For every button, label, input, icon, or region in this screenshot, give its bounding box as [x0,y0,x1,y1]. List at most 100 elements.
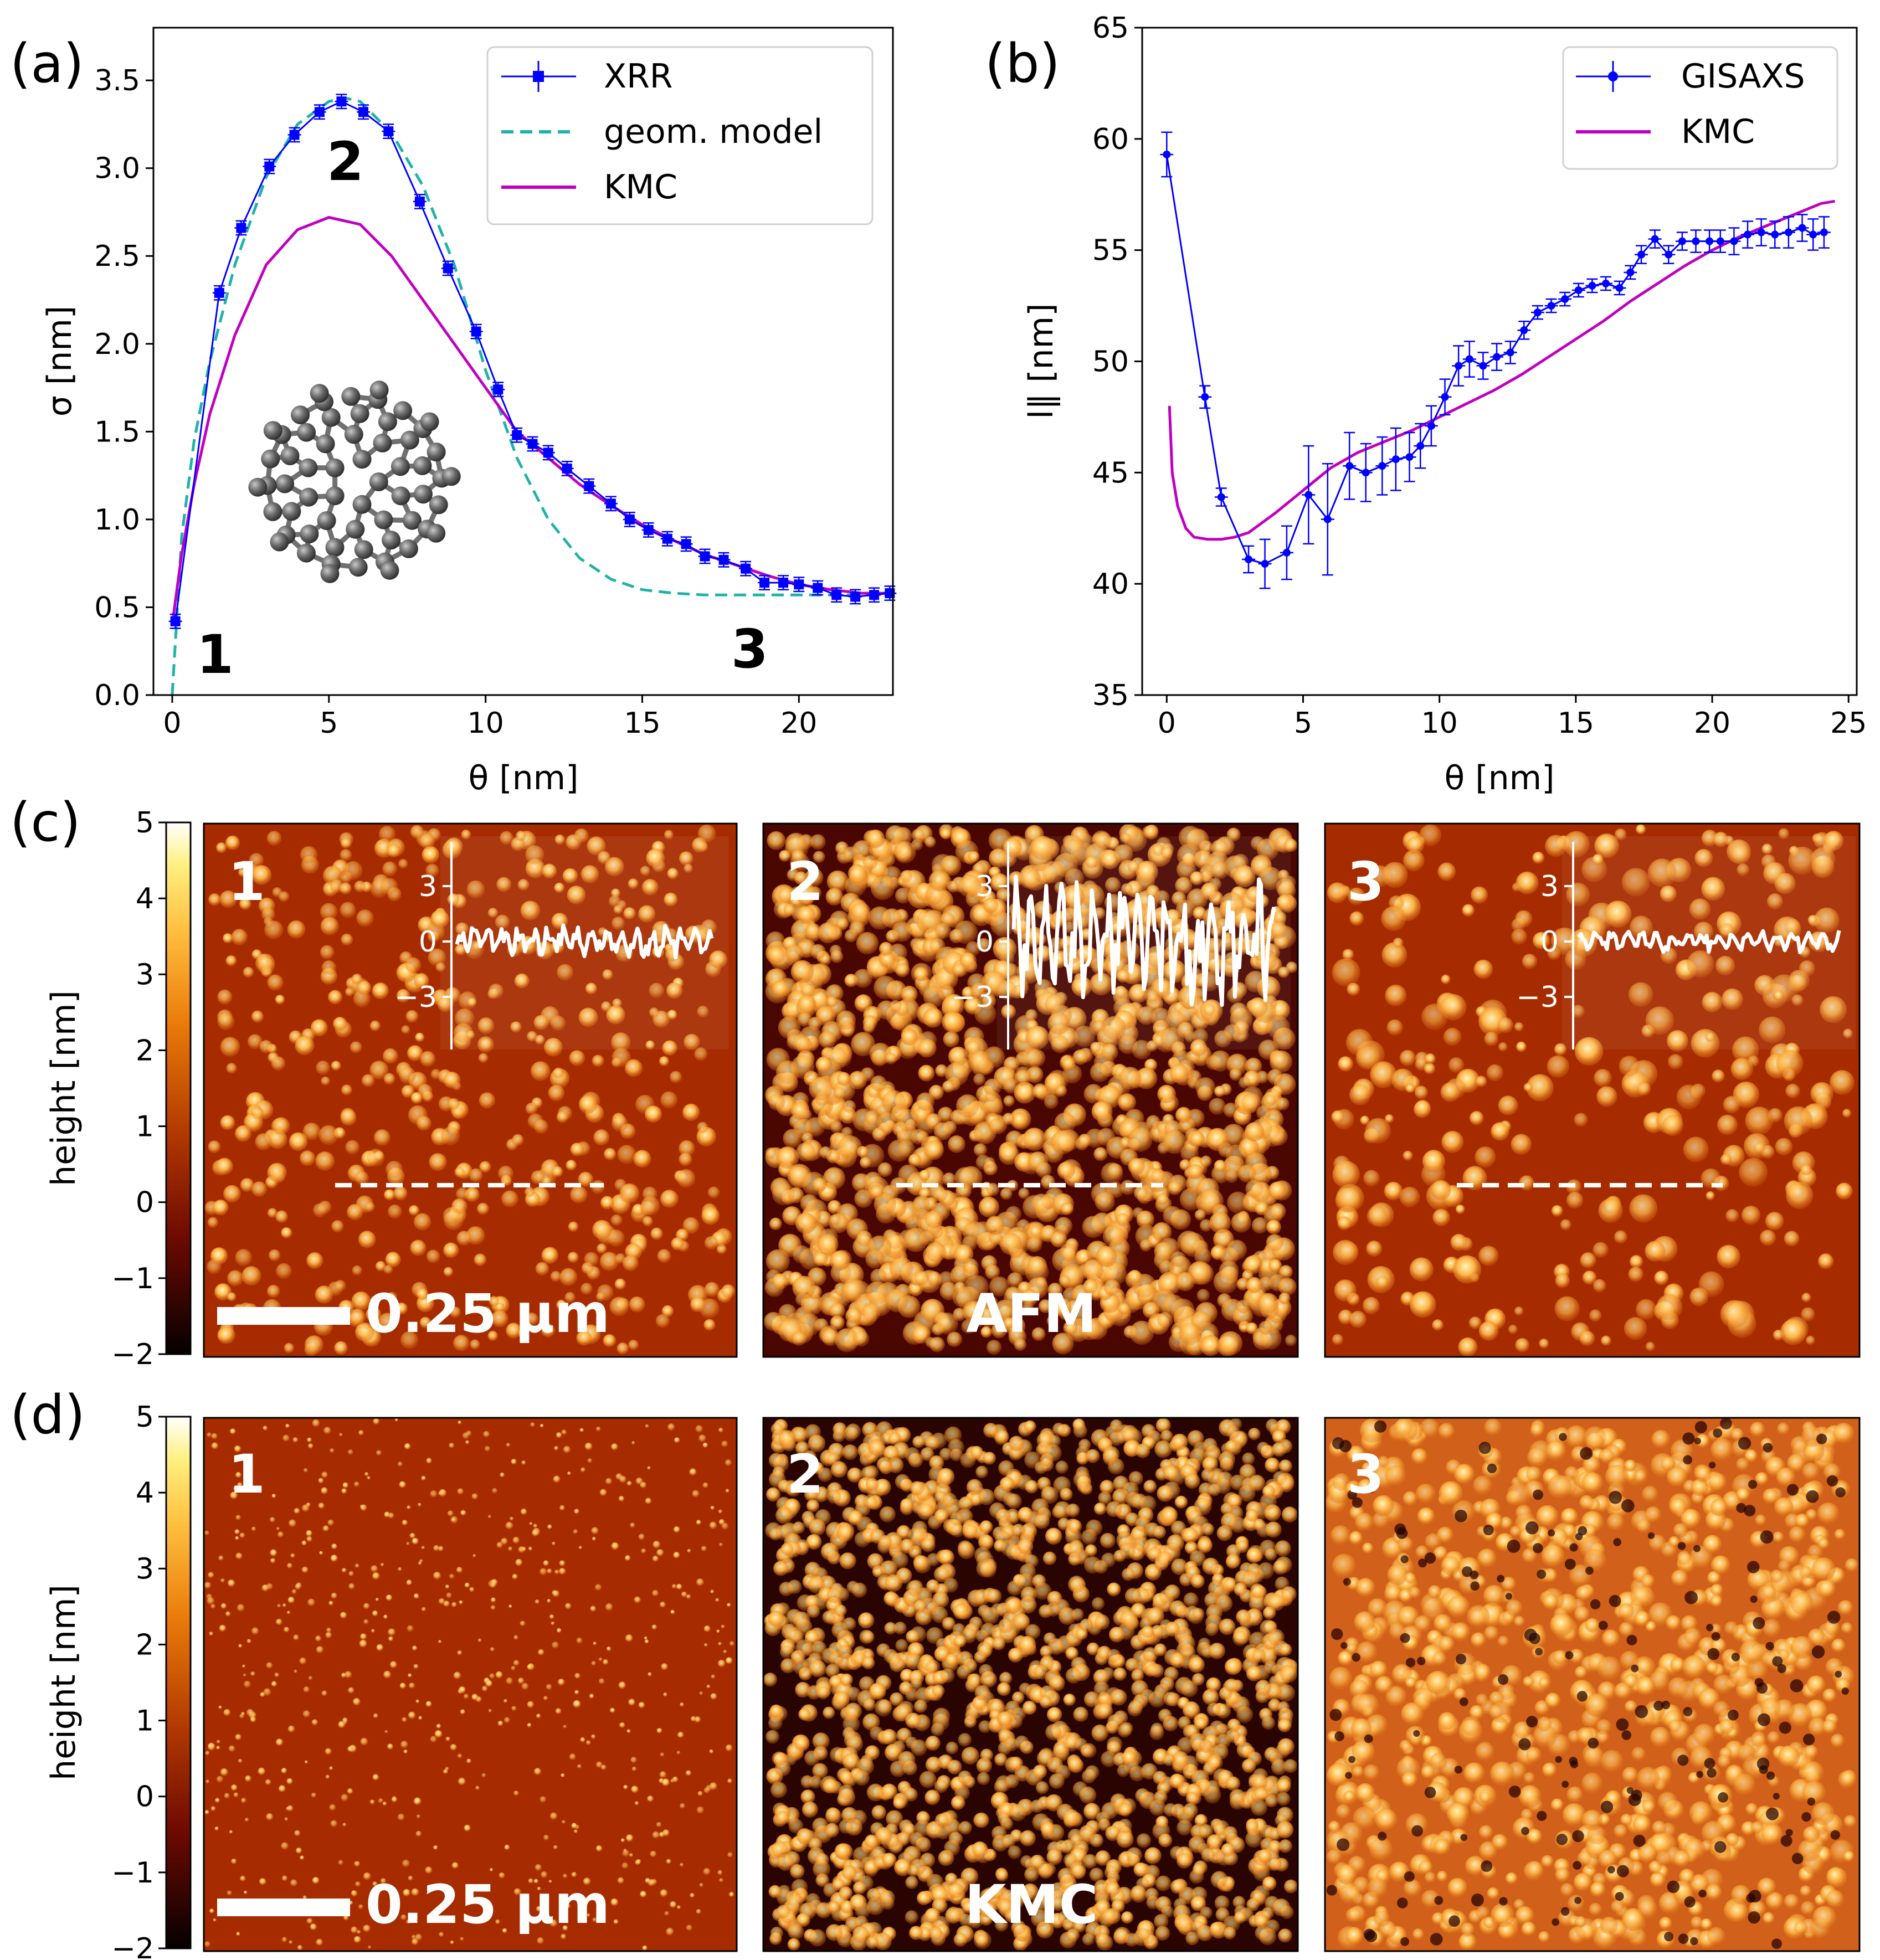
grain [1384,1181,1403,1201]
grain [710,1693,717,1700]
grain [1078,1439,1091,1452]
grain [355,1563,359,1568]
grain [696,1806,704,1814]
grain [242,1266,261,1286]
grain [608,895,621,908]
grain [210,1806,216,1811]
c60-atom [325,538,345,557]
data-point [623,511,636,527]
grain [989,1276,1010,1297]
grain [267,1208,278,1218]
grain [1198,1779,1211,1792]
grain [391,1797,398,1803]
legend-kmc: KMC [604,168,677,207]
grain [1497,1017,1513,1033]
grain [810,944,826,960]
data-point [1558,291,1572,307]
colorbar-tick-label: 5 [136,1401,154,1434]
grain [376,1644,383,1652]
grain [1514,1022,1524,1032]
marker [1427,421,1435,430]
grain [537,1937,544,1944]
grain [446,1592,452,1598]
grain [630,1522,635,1528]
grain [838,1135,862,1160]
grain [1219,1261,1239,1281]
grain [463,1694,469,1699]
grain [272,1117,290,1135]
grain [1443,1027,1462,1046]
grain [459,1686,466,1694]
grain [660,1752,665,1757]
grain [445,837,463,856]
marker [741,563,751,574]
grain [506,1677,513,1685]
grain [348,1309,366,1326]
data-point [1648,229,1662,249]
grain [877,1162,892,1177]
panel-a-xlabel: θ [nm] [468,759,578,798]
grain [491,1310,508,1328]
grain [487,1515,491,1519]
grain [388,1628,395,1636]
grain [535,1599,540,1604]
marker [1626,268,1635,276]
grain [1349,1084,1371,1105]
grain [1366,1241,1383,1257]
grain [999,1232,1023,1255]
grain [205,1751,210,1756]
grain [948,1135,965,1153]
grain [581,1283,593,1295]
grain [685,1770,691,1776]
grain [1136,1833,1152,1848]
grain [443,1072,461,1089]
grain [561,1773,565,1778]
grain [501,1190,518,1207]
grain [594,1584,602,1591]
data-point [541,445,555,461]
grain [682,1217,700,1234]
grain [420,1051,436,1067]
grain [1224,1577,1238,1591]
grains [764,824,1298,1357]
data-point [1452,345,1466,387]
grain [697,824,716,843]
grain [943,1031,959,1047]
grain [251,1181,267,1197]
grain [490,1647,495,1652]
grain [664,892,678,907]
grain [1560,1219,1571,1231]
grain [684,863,693,873]
grain [527,1723,532,1727]
grain [341,1673,346,1678]
grain [590,1606,596,1612]
grain [511,1706,517,1711]
grain [604,1148,617,1160]
grain [987,1340,1001,1355]
data-point [1490,343,1504,371]
grain [495,914,510,930]
grain [633,1150,651,1168]
grain [251,1526,256,1531]
grain [1129,1320,1154,1345]
grain [559,1268,578,1286]
grain [1403,1150,1413,1161]
grain [985,1264,1000,1280]
c60-atom [374,510,393,529]
grain [811,1640,826,1656]
c60-atom [413,456,432,475]
grain [419,834,435,850]
grain [1332,958,1360,987]
x-tick-label: 25 [1830,707,1867,740]
grain [595,1761,603,1768]
grain [563,1445,571,1453]
data-point [883,585,897,601]
marker [1809,230,1817,239]
grain [351,1291,371,1311]
data-point [1198,385,1212,409]
grain [304,1760,309,1764]
grain [870,1075,887,1092]
grain [421,1475,426,1481]
series-geom-model [171,96,893,696]
grain [372,1572,380,1580]
